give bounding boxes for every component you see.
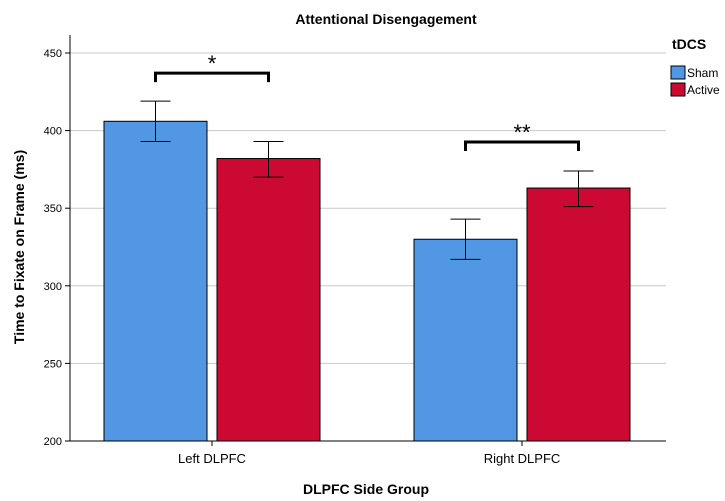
legend: tDCS Sham Active (670, 36, 720, 97)
x-axis-categories: Left DLPFC Right DLPFC (178, 441, 560, 466)
significance-bracket (154, 71, 270, 83)
y-tick-label: 400 (44, 126, 62, 138)
legend-label-sham: Sham (687, 66, 718, 80)
bars (103, 120, 631, 442)
y-tick-label: 350 (44, 203, 62, 215)
y-tick-label: 450 (44, 48, 62, 60)
x-axis-title: DLPFC Side Group (303, 481, 429, 497)
x-category-label: Left DLPFC (178, 451, 246, 466)
error-bars (140, 100, 594, 260)
chart-title: Attentional Disengagement (295, 11, 477, 27)
y-tick-label: 300 (44, 281, 62, 293)
significance-marker: ** (513, 120, 531, 145)
legend-swatch-active (670, 82, 686, 97)
y-tick-label: 250 (44, 358, 62, 370)
significance-marker: * (208, 51, 217, 76)
y-axis-ticks: 200 250 300 350 400 450 (44, 48, 70, 448)
bar-sham-0 (103, 120, 208, 442)
bar-active-1 (526, 187, 631, 442)
legend-title: tDCS (672, 36, 706, 52)
significance-markers: *** (154, 51, 580, 151)
y-tick-label: 200 (44, 436, 62, 448)
y-axis-title: Time to Fixate on Frame (ms) (11, 150, 27, 344)
x-category-label: Right DLPFC (484, 451, 561, 466)
legend-label-active: Active (687, 83, 720, 97)
bar-sham-1 (413, 238, 518, 442)
legend-swatch-sham (670, 65, 686, 80)
significance-bracket (464, 140, 580, 151)
bar-active-0 (216, 158, 321, 442)
